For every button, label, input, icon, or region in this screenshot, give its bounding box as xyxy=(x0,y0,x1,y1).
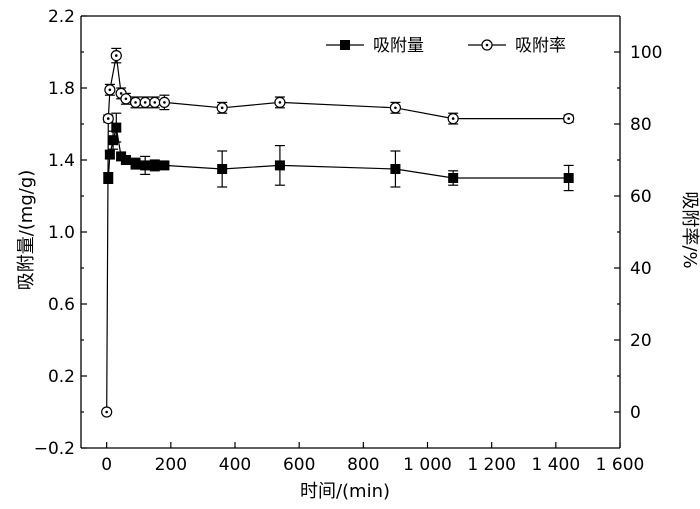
series-layer xyxy=(101,47,575,418)
data-point-center-dot xyxy=(134,101,137,104)
series-line-adsorption-rate xyxy=(106,55,569,413)
data-point-center-dot xyxy=(278,101,282,104)
data-point-center-dot xyxy=(567,117,570,120)
data-point-adsorption-capacity xyxy=(108,135,119,146)
x-tick-label: 400 xyxy=(219,455,251,475)
right-y-tick-label: 80 xyxy=(630,115,652,135)
left-y-tick-label: 1.0 xyxy=(48,223,75,243)
right-y-axis-ticks: 0 20 40 60 80 100 xyxy=(614,43,662,423)
right-y-tick-label: 0 xyxy=(630,403,641,423)
legend-marker-filled-square xyxy=(340,40,350,50)
left-y-tick-label: −0.2 xyxy=(34,439,75,459)
data-point-center-dot xyxy=(124,97,128,101)
data-point-center-dot xyxy=(114,54,118,57)
x-tick-label: 0 xyxy=(101,455,112,475)
data-point-center-dot xyxy=(163,101,166,104)
left-y-tick-label: 0.6 xyxy=(48,295,75,315)
left-y-tick-label: 2.2 xyxy=(48,7,75,27)
x-tick-label: 1 000 xyxy=(403,455,452,475)
data-point-center-dot xyxy=(143,101,147,104)
x-tick-label: 1 600 xyxy=(596,455,645,475)
data-point-adsorption-capacity xyxy=(217,164,228,174)
right-y-axis-title: 吸附率/% xyxy=(679,191,700,268)
x-tick-label: 800 xyxy=(347,455,379,475)
data-point-center-dot xyxy=(106,117,110,120)
x-axis-title: 时间/(min) xyxy=(300,481,390,502)
x-tick-label: 1 200 xyxy=(467,455,516,475)
data-point-center-dot xyxy=(105,410,108,414)
data-point-center-dot xyxy=(451,117,455,120)
right-y-tick-label: 100 xyxy=(630,43,662,63)
legend-label-adsorption-rate: 吸附率 xyxy=(515,36,566,56)
data-point-adsorption-capacity xyxy=(111,122,122,133)
data-point-adsorption-capacity xyxy=(448,173,459,183)
data-point-center-dot xyxy=(394,106,397,110)
right-y-tick-label: 40 xyxy=(630,259,652,279)
x-tick-label: 200 xyxy=(155,455,187,475)
data-point-adsorption-capacity xyxy=(140,160,151,171)
legend-label-adsorption-capacity: 吸附量 xyxy=(373,36,424,56)
data-point-adsorption-capacity xyxy=(390,164,401,174)
left-y-tick-label: 1.4 xyxy=(48,151,75,171)
data-point-center-dot xyxy=(220,106,224,110)
data-point-center-dot xyxy=(108,88,112,92)
data-point-adsorption-capacity xyxy=(149,160,160,171)
data-point-center-dot xyxy=(119,92,123,95)
left-y-tick-label: 0.2 xyxy=(48,367,75,387)
data-point-adsorption-capacity xyxy=(159,160,170,171)
right-y-tick-label: 20 xyxy=(630,331,652,351)
series-line-adsorption-capacity xyxy=(107,127,569,179)
legend-marker-center-dot xyxy=(485,43,489,47)
right-y-tick-label: 60 xyxy=(630,187,652,207)
left-y-axis-ticks: −0.2 0.2 0.6 1.0 1.4 1.8 2.2 xyxy=(34,7,87,459)
data-point-adsorption-capacity xyxy=(104,149,115,160)
data-point-adsorption-capacity xyxy=(120,155,131,165)
data-point-adsorption-capacity xyxy=(274,160,285,171)
legend: 吸附量 吸附率 xyxy=(326,36,566,56)
data-point-center-dot xyxy=(153,101,157,104)
data-point-adsorption-capacity xyxy=(563,173,574,183)
x-tick-label: 600 xyxy=(283,455,315,475)
x-tick-label: 1 400 xyxy=(531,455,580,475)
left-y-axis-title: 吸附量/(mg/g) xyxy=(16,170,37,291)
x-axis-ticks: 0 200 400 600 800 1 000 1 200 1 400 1 600 xyxy=(101,442,644,475)
data-point-adsorption-capacity xyxy=(130,158,141,169)
left-y-tick-label: 1.8 xyxy=(48,79,75,99)
